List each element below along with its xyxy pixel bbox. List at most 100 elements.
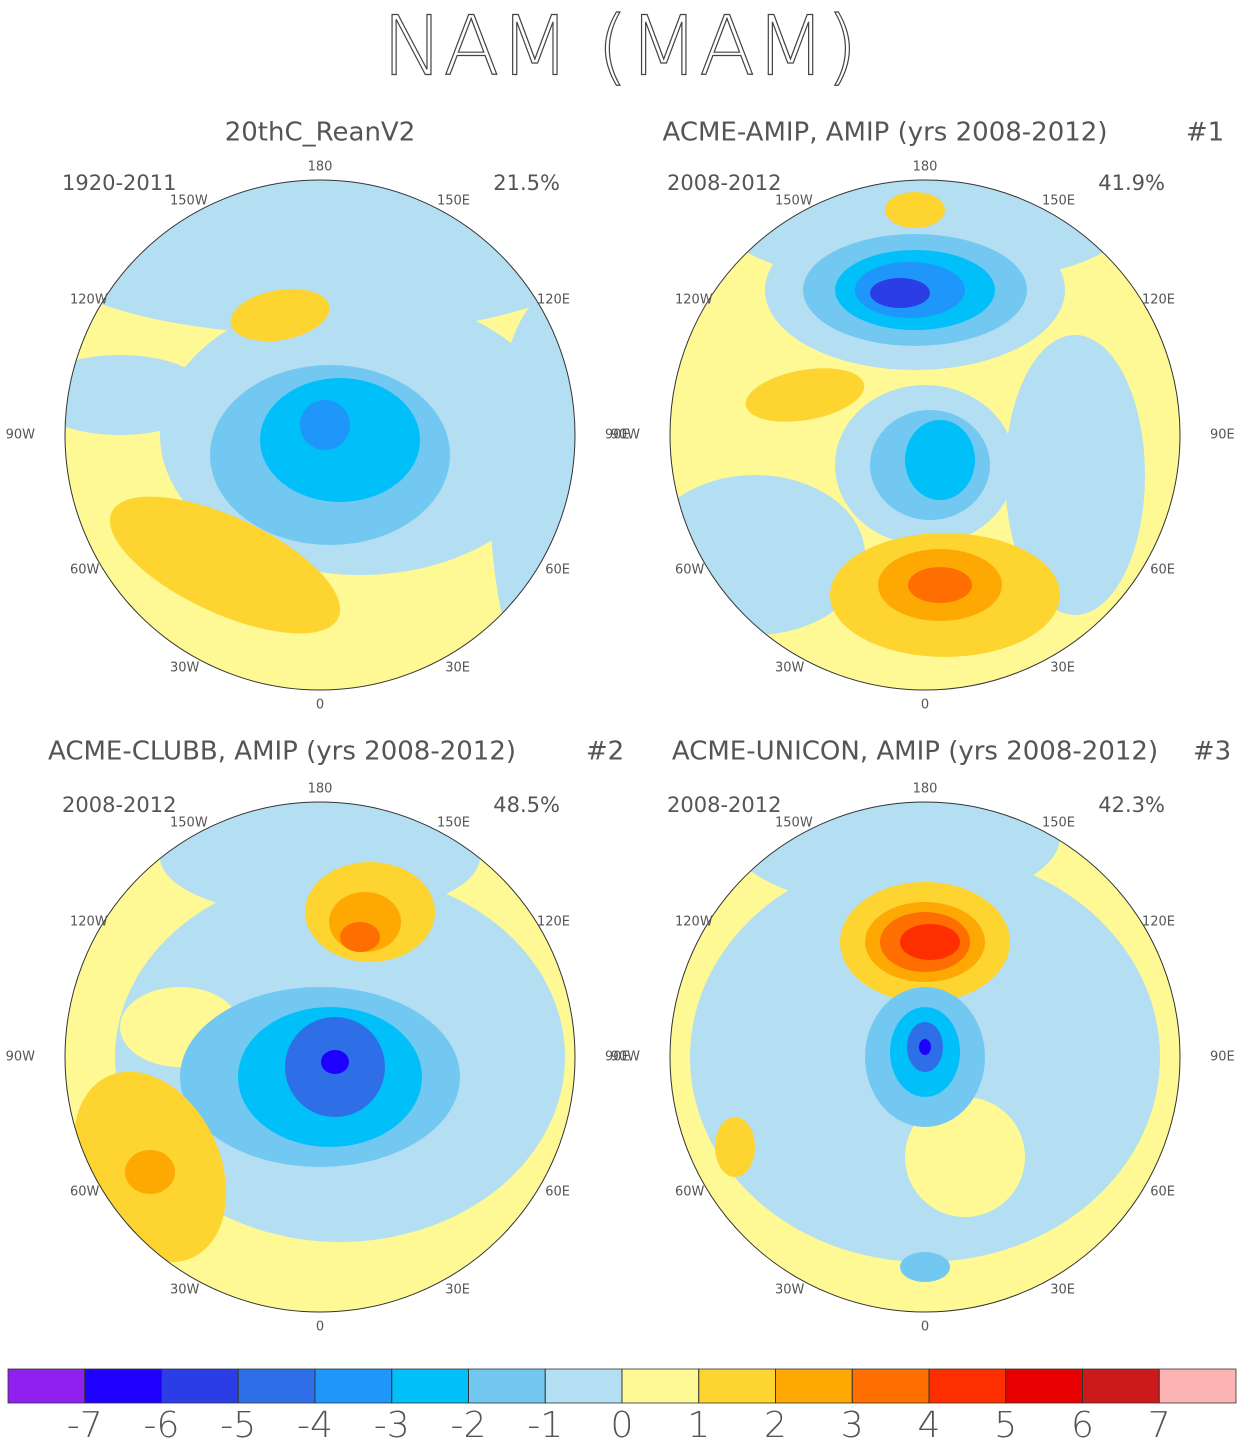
lon-label: 90W	[6, 1050, 36, 1065]
lon-label: 150E	[1042, 194, 1075, 209]
lon-label: 180	[308, 782, 333, 797]
map-panel: ACME-AMIP, AMIP (yrs 2008-2012) #1 2008-20…	[611, 118, 1235, 713]
lon-label: 60W	[70, 563, 100, 578]
panel-variance: 42.3%	[1098, 793, 1165, 817]
lon-label: 90W	[611, 428, 641, 443]
lon-label: 30W	[170, 661, 200, 676]
panel-tag: #3	[1193, 737, 1231, 767]
map-border	[64, 179, 576, 691]
contour-region	[490, 295, 575, 690]
contour-region	[65, 355, 210, 435]
colorbar-box	[7, 1368, 86, 1404]
lon-label: 60W	[675, 1185, 705, 1200]
lon-label: 90E	[605, 428, 630, 443]
colorbar-label: -1	[527, 1405, 563, 1446]
colorbar-label: 2	[764, 1405, 787, 1446]
map-panel: ACME-UNICON, AMIP (yrs 2008-2012) #3 2008-…	[611, 737, 1235, 1335]
map-border	[669, 179, 1181, 691]
colorbar-box	[468, 1368, 546, 1404]
lon-label: 120E	[1142, 293, 1175, 308]
colorbar-label: -3	[374, 1405, 410, 1446]
contour-region	[919, 1039, 931, 1055]
contour-region	[885, 192, 945, 228]
lon-label: 60E	[545, 1185, 570, 1200]
map-field	[65, 180, 575, 690]
colorbar-box	[621, 1368, 700, 1404]
lon-label: 120W	[70, 293, 108, 308]
panel-tag: #1	[1186, 118, 1224, 148]
map-field	[670, 180, 1180, 690]
lon-label: 150W	[775, 816, 813, 831]
contour-region	[230, 288, 330, 342]
lon-label: 150W	[170, 194, 208, 209]
map-panel: 20thC_ReanV2 1920-2011 21.5% 180 150E 120E 90E…	[6, 118, 630, 713]
colorbar-box	[544, 1368, 623, 1404]
panel-title: ACME-CLUBB, AMIP (yrs 2008-2012)	[48, 737, 516, 767]
panel-variance: 41.9%	[1098, 171, 1165, 195]
lon-label: 30E	[1050, 661, 1075, 676]
lon-label: 180	[308, 160, 333, 175]
colorbar-box	[928, 1368, 1007, 1404]
contour-region	[715, 1117, 755, 1177]
panel-period: 2008-2012	[667, 171, 781, 195]
colorbar-label: 6	[1071, 1405, 1094, 1446]
lon-label: 0	[921, 698, 929, 713]
contour-region	[730, 802, 1060, 907]
lon-label: 90E	[605, 1050, 630, 1065]
contour-region	[300, 400, 350, 450]
lon-label: 90E	[1210, 1050, 1235, 1065]
colorbar-box	[84, 1368, 162, 1404]
colorbar-label: 1	[687, 1405, 710, 1446]
panel-period: 1920-2011	[62, 171, 176, 195]
lon-label: 0	[921, 1320, 929, 1335]
contour-region	[745, 368, 865, 422]
lon-label: 120E	[537, 293, 570, 308]
lon-label: 90W	[6, 428, 36, 443]
lon-label: 150E	[1042, 816, 1075, 831]
contour-region	[900, 1252, 950, 1282]
colorbar-box	[698, 1368, 776, 1404]
panel-variance: 48.5%	[493, 793, 560, 817]
colorbar-label: -4	[297, 1405, 333, 1446]
lon-label: 60E	[1150, 1185, 1175, 1200]
lon-label: 30W	[170, 1283, 200, 1298]
contour-region	[321, 1050, 349, 1074]
lon-label: 0	[316, 1320, 324, 1335]
map-panel: ACME-CLUBB, AMIP (yrs 2008-2012) #2 2008-2…	[6, 737, 630, 1335]
colorbar-label: 3	[841, 1405, 864, 1446]
colorbar-box	[391, 1368, 469, 1404]
panel-title: ACME-AMIP, AMIP (yrs 2008-2012)	[663, 118, 1108, 148]
lon-label: 60W	[675, 563, 705, 578]
figure-title: NAM (MAM)	[382, 0, 858, 95]
colorbar-box	[1082, 1368, 1160, 1404]
colorbar-box	[314, 1368, 393, 1404]
colorbar-box	[1158, 1368, 1237, 1404]
colorbar-label: -2	[451, 1405, 487, 1446]
map-field	[65, 802, 575, 1312]
colorbar-box	[237, 1368, 316, 1404]
lon-label: 60W	[70, 1185, 100, 1200]
map-border	[64, 801, 576, 1313]
lon-label: 60E	[545, 563, 570, 578]
colorbar-label: 0	[611, 1405, 634, 1446]
lon-label: 30E	[445, 1283, 470, 1298]
colorbar-box	[775, 1368, 853, 1404]
panel-title: 20thC_ReanV2	[225, 118, 416, 148]
contour-region	[870, 278, 930, 308]
colorbar-box	[161, 1368, 239, 1404]
lon-label: 120W	[675, 915, 713, 930]
contour-region	[125, 1150, 175, 1194]
lon-label: 90W	[611, 1050, 641, 1065]
lon-label: 60E	[1150, 563, 1175, 578]
lon-label: 120E	[537, 915, 570, 930]
colorbar-label: -5	[220, 1405, 256, 1446]
contour-region	[340, 922, 380, 952]
colorbar-label: -6	[144, 1405, 180, 1446]
panel-period: 2008-2012	[667, 793, 781, 817]
lon-label: 180	[913, 160, 938, 175]
panel-title: ACME-UNICON, AMIP (yrs 2008-2012)	[672, 737, 1158, 767]
lon-label: 150E	[437, 816, 470, 831]
panel-period: 2008-2012	[62, 793, 176, 817]
contour-region	[908, 567, 972, 603]
